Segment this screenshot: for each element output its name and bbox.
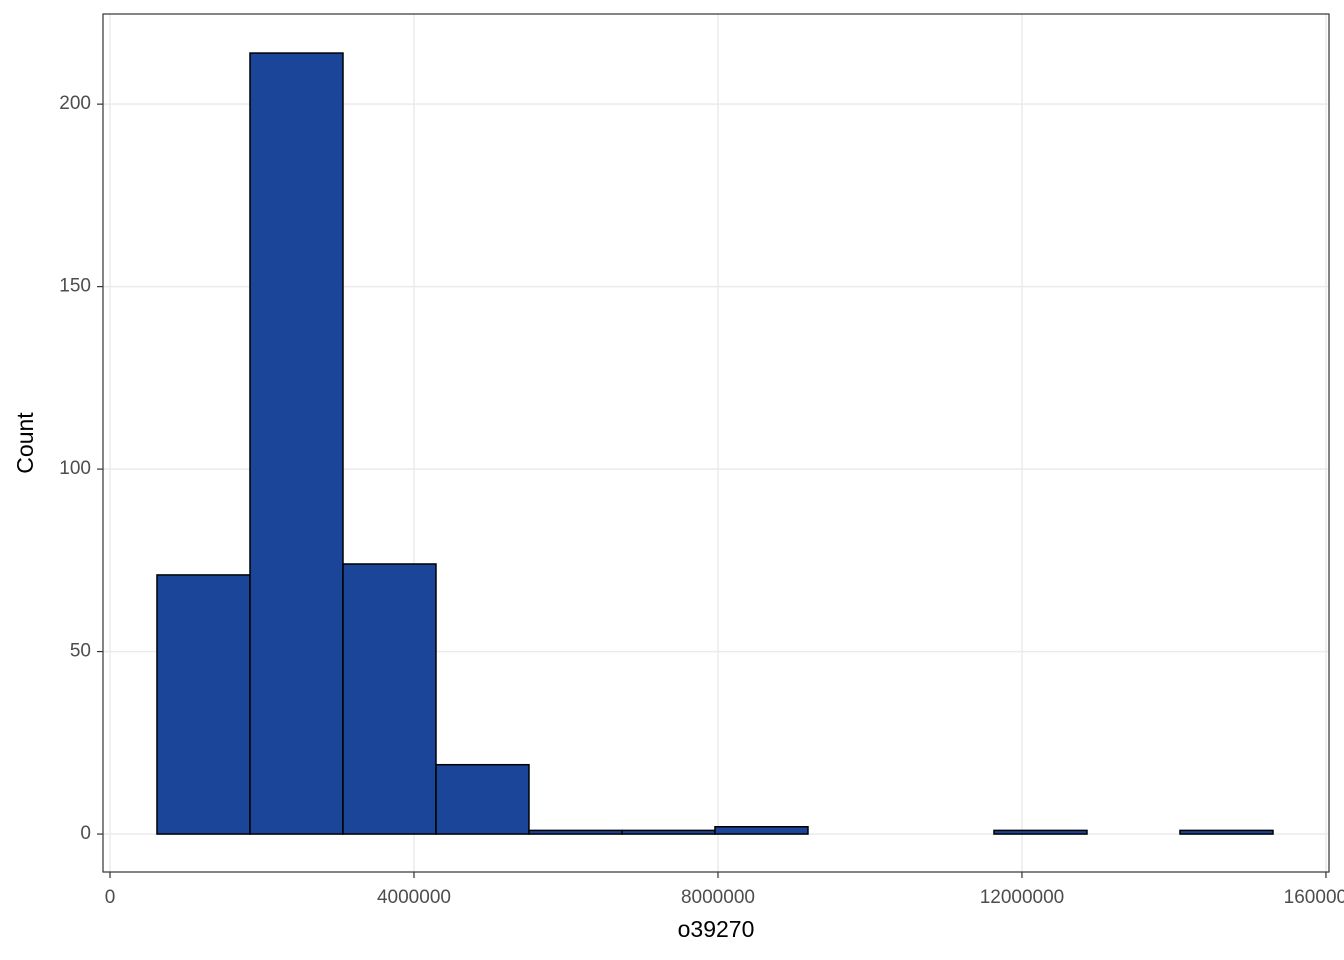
y-tick-label: 50 [70,641,91,662]
x-tick-label: 16000000 [1284,887,1344,908]
y-tick-label: 200 [59,93,91,114]
x-tick-label: 12000000 [980,887,1065,908]
x-tick-label: 8000000 [681,887,755,908]
bar [1179,829,1274,835]
bar [528,829,623,835]
x-axis-title: o39270 [678,916,755,942]
bar [714,825,809,835]
bar [249,52,344,835]
bar [621,829,716,835]
y-tick-label: 0 [80,823,91,844]
y-axis-title: Count [12,412,38,474]
bar [342,563,437,835]
y-tick-label: 150 [59,276,91,297]
bar [993,829,1088,835]
panel-border [102,13,1330,873]
bar [156,574,251,835]
x-tick-label: 4000000 [377,887,451,908]
x-tick-label: 0 [105,887,116,908]
bar [435,763,530,835]
y-tick-label: 100 [59,458,91,479]
